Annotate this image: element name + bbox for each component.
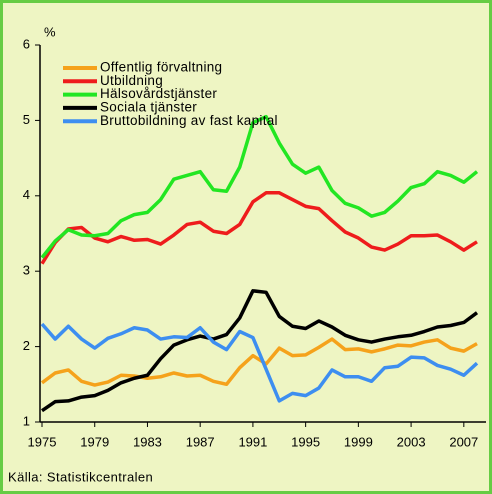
y-tick-label: 5 bbox=[23, 112, 30, 127]
x-tick-label: 1999 bbox=[344, 434, 373, 449]
y-tick-label: 6 bbox=[23, 36, 30, 51]
series-line bbox=[40, 337, 478, 387]
series-line bbox=[40, 114, 479, 259]
legend-label: Offentlig förvaltning bbox=[100, 60, 222, 75]
x-tick-label: 1987 bbox=[186, 434, 215, 449]
x-tick-label: 1975 bbox=[28, 434, 57, 449]
series-line bbox=[40, 191, 478, 265]
legend-label: Utbildning bbox=[100, 73, 163, 88]
x-tick-label: 1983 bbox=[133, 434, 162, 449]
y-tick-label: 3 bbox=[23, 263, 30, 278]
legend-label: Sociala tjänster bbox=[100, 99, 197, 114]
x-tick-label: 2003 bbox=[397, 434, 426, 449]
y-tick-label: 4 bbox=[23, 187, 30, 202]
x-tick-label: 1979 bbox=[80, 434, 109, 449]
x-tick-label: 1995 bbox=[291, 434, 320, 449]
source: Källa: Statistikcentralen bbox=[8, 469, 153, 484]
y-tick-label: 1 bbox=[23, 413, 30, 428]
series-line bbox=[40, 322, 479, 403]
x-tick-label: 1991 bbox=[238, 434, 267, 449]
series-line bbox=[41, 289, 479, 413]
legend-label: Hälsovårdstjänster bbox=[100, 86, 217, 101]
y-axis-label: % bbox=[44, 24, 56, 39]
x-tick-label: 2007 bbox=[449, 434, 478, 449]
y-tick-label: 2 bbox=[23, 338, 30, 353]
legend-label: Bruttobildning av fast kapital bbox=[100, 113, 278, 128]
